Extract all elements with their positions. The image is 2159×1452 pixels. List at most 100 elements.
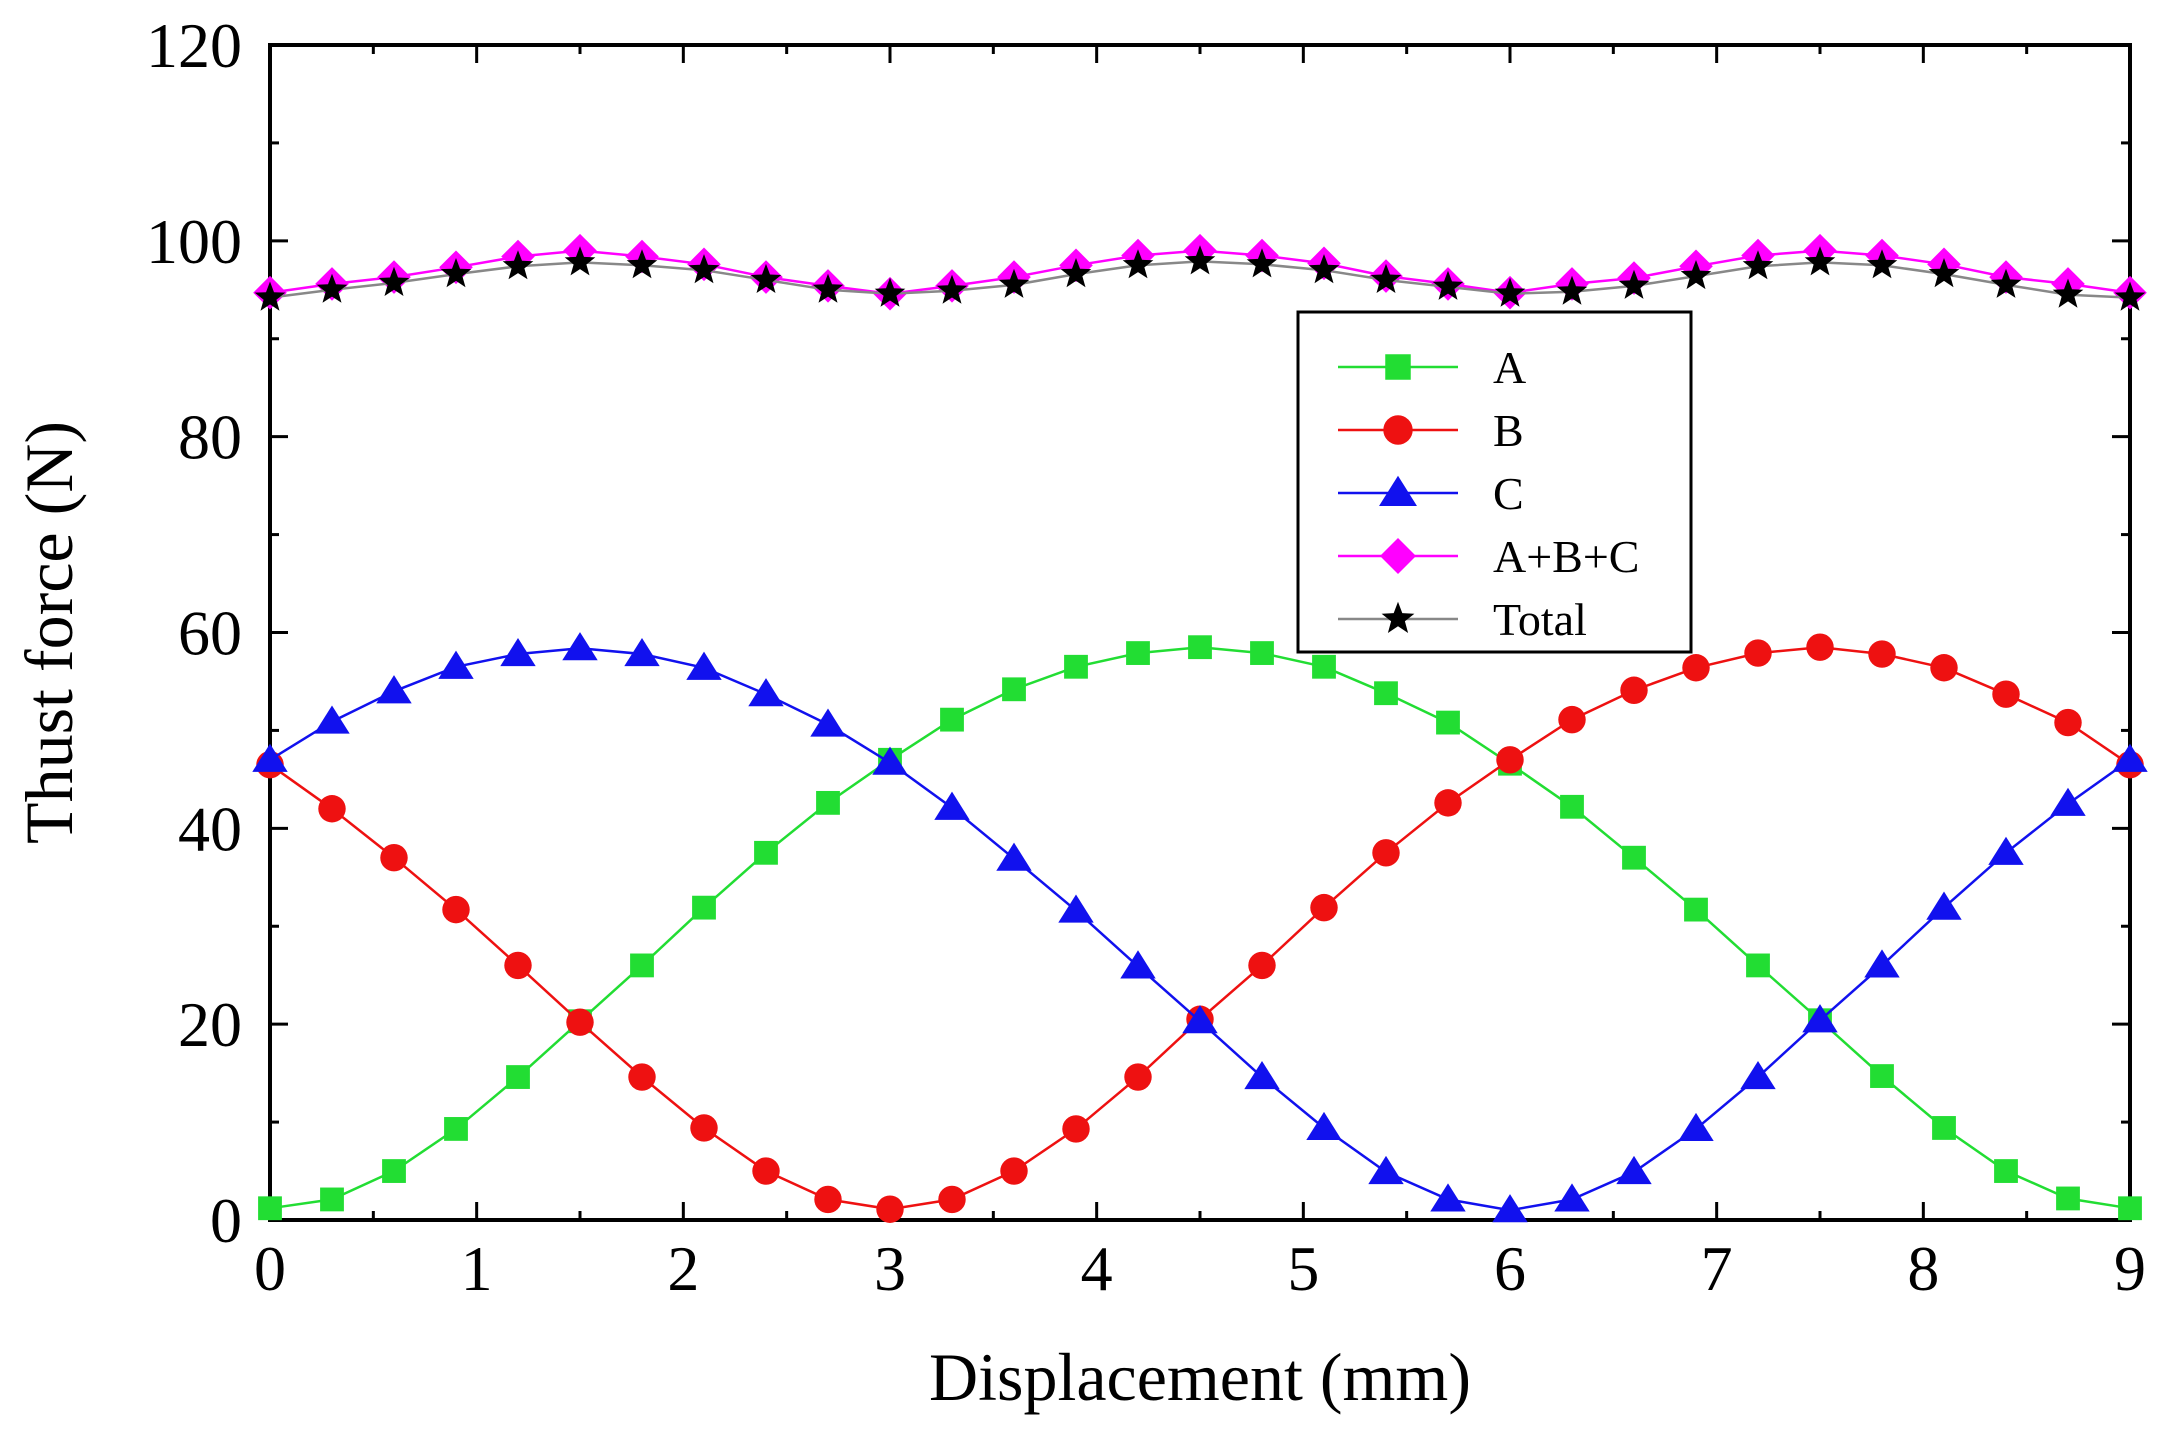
data-point [1058,894,1094,923]
data-point [692,895,716,920]
data-point [320,1187,344,1212]
data-point [754,840,778,865]
data-point [1992,680,2020,708]
legend-marker [1380,538,1416,574]
data-point [1492,1194,1528,1223]
data-point [1744,639,1772,667]
legend-marker [1379,475,1417,506]
data-point [506,1065,530,1089]
data-point [1368,1155,1404,1185]
data-point [872,746,908,775]
data-point [444,1117,468,1141]
data-point [382,1159,406,1183]
data-point [874,277,906,307]
data-point [1244,1060,1280,1090]
data-point [1496,746,1524,774]
legend-item: B [1338,405,1524,456]
data-point [318,795,346,823]
data-point [314,705,350,734]
data-point [2118,1196,2142,1221]
series-line [269,646,2131,1212]
data-point [1554,1183,1590,1212]
legend: ABC A+B+C Total [1296,310,1693,654]
series-layer [252,233,2148,1223]
x-tick-label: 5 [1287,1233,1319,1304]
data-point [814,1185,842,1214]
data-point [1806,633,1834,661]
legend-label: A [1493,342,1526,393]
data-point [1432,270,1464,300]
data-point [1680,260,1712,290]
data-point [2054,708,2082,737]
plot-frame [268,43,2132,1222]
data-point [1182,1005,1218,1034]
data-point [1932,1116,1956,1140]
data-point [442,895,470,924]
series-line [269,645,2131,1211]
data-point [1740,1060,1776,1090]
y-tick-label: 120 [146,10,242,81]
data-point [258,1196,282,1221]
data-point [686,651,722,680]
data-point [1430,1183,1466,1212]
x-tick-label: 8 [1907,1233,1939,1304]
data-point [252,743,288,772]
data-point [254,281,286,311]
x-tick-label: 6 [1494,1233,1526,1304]
data-point [1184,245,1216,275]
data-point [688,254,720,284]
series-c [252,632,2148,1223]
data-point [1556,275,1588,305]
data-point [2114,281,2146,311]
data-point [938,1185,966,1214]
data-point [316,273,348,303]
x-tick-label: 7 [1701,1233,1733,1304]
y-axis-title: Thust force (N) [11,421,87,844]
data-point [440,258,472,288]
data-point [1926,891,1962,920]
data-point [624,637,660,667]
legend-label: B [1493,405,1524,456]
data-point [1866,249,1898,279]
data-point [1994,1159,2018,1183]
data-point [502,250,534,280]
legend-label: C [1493,468,1524,519]
data-point [378,266,410,296]
data-point [876,1195,904,1223]
data-point [1678,1112,1714,1142]
legend-marker [1381,601,1415,633]
data-point [2050,787,2086,816]
x-tick-label: 4 [1081,1233,1113,1304]
data-point [628,1063,656,1091]
data-point [748,678,784,707]
data-point [1120,950,1156,979]
data-point [1250,641,1274,665]
data-point [1306,1111,1342,1141]
x-axis-title: Displacement (mm) [929,1339,1471,1415]
legend-marker [1383,415,1413,445]
x-tick-label: 3 [874,1233,906,1304]
legend-label: Total [1493,594,1587,645]
y-tick-label: 20 [178,989,242,1060]
data-point [1618,269,1650,299]
data-point [810,708,846,737]
data-point [1060,258,1092,288]
data-point [2052,278,2084,308]
data-point [1870,1064,1894,1088]
data-point [1620,676,1648,704]
data-point [564,246,596,276]
data-point [500,637,536,667]
legend-item: A [1338,342,1526,393]
data-point [936,274,968,304]
data-point [816,790,840,815]
y-tick-label: 40 [178,793,242,864]
data-point [1988,836,2024,865]
data-point [1310,893,1338,922]
data-point [1864,949,1900,978]
data-point [1062,1115,1090,1143]
data-point [626,249,658,279]
legend-item: A+B+C [1338,531,1639,582]
data-point [1002,677,1026,702]
data-point [1802,1004,1838,1033]
data-point [1248,951,1276,980]
